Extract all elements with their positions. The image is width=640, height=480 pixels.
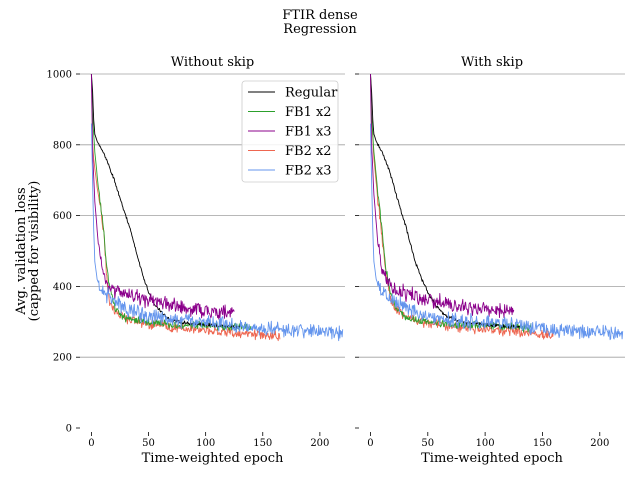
x-axis-label: Time-weighted epoch bbox=[142, 451, 284, 466]
y-tick-label: 400 bbox=[53, 282, 72, 293]
x-tick-label: 150 bbox=[533, 438, 552, 449]
x-tick-label: 200 bbox=[310, 438, 329, 449]
series-lines bbox=[90, 74, 344, 342]
legend-label: Regular bbox=[285, 86, 338, 101]
panel-1: 0 200 400 600 800 1000 0 50 100 150 200 Without ski… bbox=[47, 55, 345, 466]
series-line-regular bbox=[90, 74, 241, 329]
y-tick-label: 0 bbox=[66, 424, 72, 435]
series-line-fb2-x2 bbox=[90, 123, 281, 342]
legend-label: FB1 x3 bbox=[285, 125, 332, 140]
series-line-fb1-x2 bbox=[370, 74, 532, 333]
series-line-fb1-x2 bbox=[90, 74, 252, 332]
series-line-fb2-x2 bbox=[370, 74, 555, 340]
panel-title: With skip bbox=[461, 55, 523, 70]
figure-subtitle: Regression bbox=[283, 22, 357, 37]
y-axis-label-line2: (capped for visibility) bbox=[27, 181, 42, 322]
y-tick-label: 200 bbox=[53, 353, 72, 364]
series-lines bbox=[370, 74, 624, 341]
legend-label: FB2 x2 bbox=[285, 144, 332, 159]
x-tick-label: 200 bbox=[590, 438, 609, 449]
series-line-fb1-x3 bbox=[370, 74, 515, 319]
panel-2: 0 50 100 150 200 With skip Time-weighted epoch bbox=[355, 55, 625, 466]
x-tick-label: 100 bbox=[476, 438, 495, 449]
legend-box bbox=[241, 80, 339, 183]
y-tick-label: 600 bbox=[53, 211, 72, 222]
series-line-fb1-x3 bbox=[90, 74, 235, 320]
x-tick-label: 50 bbox=[421, 438, 434, 449]
x-axis-label: Time-weighted epoch bbox=[421, 451, 563, 466]
series-line-regular bbox=[370, 74, 520, 329]
legend: Regular FB1 x2 FB1 x3 FB2 x2 FB2 x3 bbox=[241, 80, 339, 183]
x-tick-label: 0 bbox=[88, 438, 94, 449]
panel-title: Without skip bbox=[171, 55, 254, 70]
y-axis-label: Avg. validation loss (capped for visibil… bbox=[14, 181, 42, 322]
y-axis-label-line1: Avg. validation loss bbox=[14, 187, 29, 315]
x-tick-label: 100 bbox=[196, 438, 215, 449]
x-tick-label: 0 bbox=[367, 438, 373, 449]
figure-title: FTIR dense bbox=[282, 8, 358, 23]
x-tick-label: 150 bbox=[253, 438, 272, 449]
series-line-fb2-x3 bbox=[90, 123, 344, 342]
series-line-fb2-x3 bbox=[370, 123, 624, 341]
legend-label: FB1 x2 bbox=[285, 105, 332, 120]
y-tick-label: 800 bbox=[53, 140, 72, 151]
x-tick-label: 50 bbox=[142, 438, 155, 449]
y-tick-label: 1000 bbox=[47, 70, 72, 81]
legend-label: FB2 x3 bbox=[285, 164, 332, 179]
